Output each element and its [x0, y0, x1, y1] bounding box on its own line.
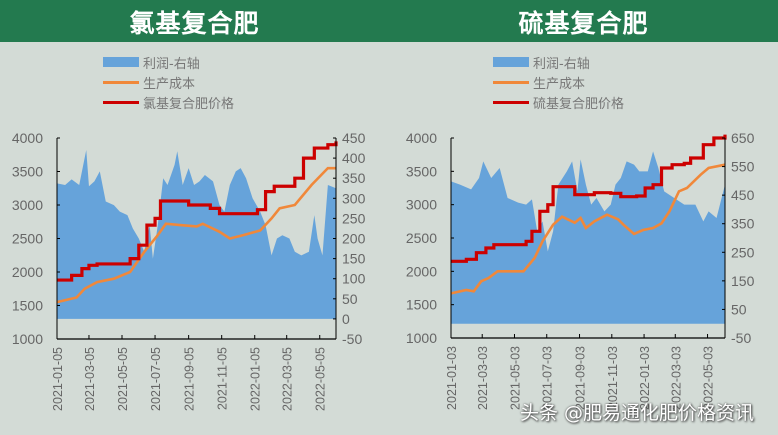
- x-tick-label: 2021-07-05: [149, 347, 163, 411]
- cost-line: [56, 166, 336, 304]
- y-tick-label: 3500: [406, 163, 437, 179]
- y2-tick-label: 450: [731, 187, 755, 203]
- price-line: [451, 134, 727, 263]
- profit-area: [451, 151, 725, 324]
- legend-label: 氯基复合肥价格: [143, 96, 235, 112]
- cost-line: [450, 163, 726, 295]
- chart-title-chloride: 氯基复合肥: [129, 9, 260, 38]
- x-tick-label: 2022-01-05: [249, 347, 263, 411]
- y2-tick-label: 100: [342, 271, 366, 287]
- x-tick-label: 2021-09-05: [183, 347, 197, 411]
- x-tick-label: 2022-05-05: [314, 347, 328, 411]
- legend-item-price: 硫基复合肥价格: [493, 92, 624, 112]
- x-tick-label: 2022-01-03: [638, 346, 652, 410]
- x-tick-label: 2021-09-03: [574, 346, 588, 410]
- x-tick-label: 2021-01-03: [445, 346, 459, 410]
- legend-item-cost: 生产成本: [493, 72, 624, 92]
- y2-tick-label: -50: [731, 330, 751, 346]
- legend-swatch-price: [493, 100, 529, 104]
- y2-tick-label: 250: [731, 244, 755, 260]
- y-tick-label: 1500: [12, 298, 43, 314]
- y-tick-label: 1500: [406, 297, 437, 313]
- header-bar: [0, 0, 778, 42]
- legend-sulfate: 利润-右轴 生产成本 硫基复合肥价格: [493, 52, 624, 112]
- y-tick-label: 3000: [406, 197, 437, 213]
- y-tick-label: 2000: [12, 264, 43, 280]
- y2-tick-label: -50: [342, 331, 362, 347]
- y-tick-label: 2500: [406, 230, 437, 246]
- chart-0: 1000 1500 2000 2500 3000 3500 4000 -50 0 50 100 150…: [12, 130, 366, 411]
- watermark: 头条 @肥易通化肥价格资讯: [520, 402, 755, 424]
- y-tick-label: 2500: [12, 231, 43, 247]
- legend-swatch-profit: [103, 57, 139, 67]
- y2-tick-label: 200: [342, 231, 366, 247]
- y2-tick-label: 150: [342, 251, 366, 267]
- y2-tick-label: 400: [342, 150, 366, 166]
- x-tick-label: 2021-11-05: [216, 347, 230, 410]
- x-tick-label: 2021-03-05: [83, 347, 97, 411]
- x-tick-label: 2022-03-03: [669, 346, 683, 410]
- x-tick-label: 2021-11-03: [606, 346, 620, 409]
- legend-label: 硫基复合肥价格: [533, 96, 625, 112]
- legend-item-profit: 利润-右轴: [103, 52, 234, 72]
- x-tick-label: 2021-01-05: [51, 347, 65, 411]
- legend-swatch-cost: [103, 80, 139, 84]
- legend-label: 利润-右轴: [533, 56, 590, 72]
- legend-label: 生产成本: [143, 76, 196, 92]
- x-tick-label: 2021-07-03: [541, 346, 555, 410]
- x-tick-label: 2021-03-03: [476, 346, 490, 410]
- y-tick-label: 4000: [12, 130, 43, 146]
- y-tick-label: 2000: [406, 263, 437, 279]
- x-tick-label: 2021-05-05: [116, 347, 130, 411]
- legend-label: 生产成本: [533, 76, 586, 92]
- y2-tick-label: 250: [342, 210, 366, 226]
- y-tick-label: 3500: [12, 164, 43, 180]
- y2-tick-label: 50: [731, 301, 747, 317]
- y2-tick-label: 300: [342, 190, 366, 206]
- y2-tick-label: 0: [342, 311, 350, 327]
- y-tick-label: 1000: [406, 330, 437, 346]
- chart-title-sulfate: 硫基复合肥: [518, 9, 649, 38]
- y-tick-label: 3000: [12, 197, 43, 213]
- y2-tick-label: 450: [342, 130, 366, 146]
- y-tick-label: 4000: [406, 130, 437, 146]
- profit-area: [57, 150, 336, 319]
- y2-tick-label: 150: [731, 273, 755, 289]
- y2-tick-label: 50: [342, 291, 358, 307]
- legend-item-price: 氯基复合肥价格: [103, 92, 234, 112]
- legend-chloride: 利润-右轴 生产成本 氯基复合肥价格: [103, 52, 234, 112]
- legend-swatch-profit: [493, 57, 529, 67]
- price-line: [57, 141, 338, 282]
- y-tick-label: 1000: [12, 331, 43, 347]
- x-tick-label: 2022-05-03: [702, 346, 716, 410]
- chart-1: 1000 1500 2000 2500 3000 3500 4000 -50 50 150 250 3…: [406, 130, 755, 410]
- y2-tick-label: 350: [731, 216, 755, 232]
- legend-label: 利润-右轴: [143, 56, 200, 72]
- y2-tick-label: 650: [731, 130, 755, 146]
- x-tick-label: 2022-03-05: [281, 347, 295, 411]
- legend-swatch-price: [103, 100, 139, 104]
- legend-swatch-cost: [493, 80, 529, 84]
- y2-tick-label: 350: [342, 170, 366, 186]
- x-tick-label: 2021-05-03: [508, 346, 522, 410]
- legend-item-cost: 生产成本: [103, 72, 234, 92]
- y2-tick-label: 550: [731, 159, 755, 175]
- legend-item-profit: 利润-右轴: [493, 52, 624, 72]
